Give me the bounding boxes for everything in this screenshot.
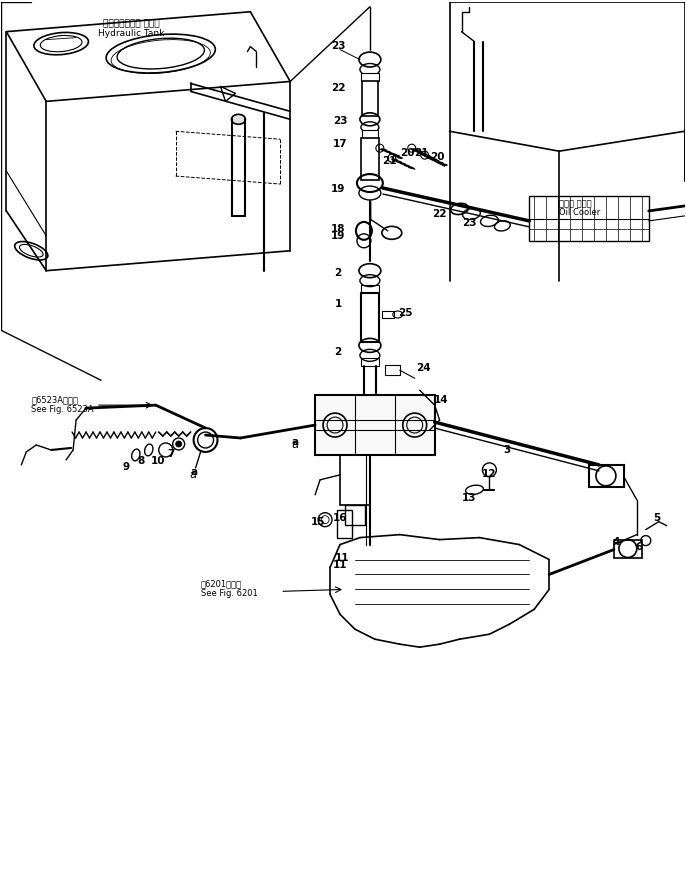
Text: 4: 4 [612, 537, 619, 546]
Text: 24: 24 [416, 363, 431, 373]
Bar [361, 138, 379, 180]
Text: 19: 19 [331, 184, 345, 194]
Text: 23: 23 [331, 40, 345, 51]
Text: 14: 14 [434, 395, 449, 405]
Text: a: a [189, 470, 196, 480]
Text: 9: 9 [122, 462, 130, 472]
Text: 17: 17 [333, 139, 347, 150]
Text: ハイドロリック タンク: ハイドロリック タンク [102, 19, 159, 29]
Text: 22: 22 [331, 84, 345, 93]
Text: 22: 22 [432, 209, 447, 219]
Bar [315, 395, 435, 455]
Text: Hydraulic Tank: Hydraulic Tank [97, 29, 164, 38]
Text: 16: 16 [333, 513, 347, 523]
Bar [589, 465, 624, 487]
Text: 10: 10 [150, 456, 165, 466]
Text: 13: 13 [462, 493, 477, 502]
Text: 15: 15 [311, 517, 325, 526]
Bar [337, 510, 352, 538]
Text: 第6201図参照: 第6201図参照 [200, 579, 241, 589]
Text: See Fig. 6523A: See Fig. 6523A [32, 405, 94, 414]
Text: 23: 23 [333, 116, 347, 127]
Bar [614, 539, 642, 558]
Text: 25: 25 [399, 307, 413, 318]
Text: 2: 2 [334, 268, 342, 278]
Bar [361, 284, 379, 292]
Text: 21: 21 [383, 156, 397, 166]
Text: 第6523A図参照: 第6523A図参照 [32, 395, 78, 404]
Text: a: a [292, 440, 298, 450]
Text: Oil Cooler: Oil Cooler [559, 208, 600, 217]
Text: 7: 7 [167, 449, 174, 459]
Text: 3: 3 [504, 445, 511, 455]
Bar [529, 196, 649, 241]
Text: 2: 2 [334, 348, 342, 357]
Text: 20: 20 [430, 152, 445, 162]
Text: 11: 11 [335, 553, 349, 562]
Bar [345, 505, 365, 524]
Bar [385, 365, 400, 375]
Circle shape [176, 441, 182, 447]
Bar [362, 82, 378, 116]
Text: オイル クーラ: オイル クーラ [559, 199, 592, 208]
Text: a: a [190, 467, 197, 477]
Text: 21: 21 [414, 148, 429, 158]
Text: a: a [292, 437, 299, 447]
Text: 6: 6 [635, 541, 642, 552]
Bar [382, 311, 394, 319]
Text: 5: 5 [653, 513, 661, 523]
Bar [361, 358, 379, 366]
Text: 18: 18 [331, 224, 345, 234]
Ellipse shape [231, 114, 246, 124]
Bar [362, 130, 378, 138]
Text: 11: 11 [333, 560, 347, 569]
Bar [340, 455, 370, 505]
Text: 19: 19 [331, 231, 345, 241]
Text: See Fig. 6201: See Fig. 6201 [200, 590, 257, 598]
Bar [361, 292, 379, 342]
Text: 12: 12 [482, 469, 497, 479]
Text: 20: 20 [401, 148, 415, 158]
Text: 23: 23 [462, 218, 477, 228]
Text: 1: 1 [334, 298, 342, 309]
Text: 8: 8 [137, 456, 145, 466]
Bar [361, 74, 379, 82]
